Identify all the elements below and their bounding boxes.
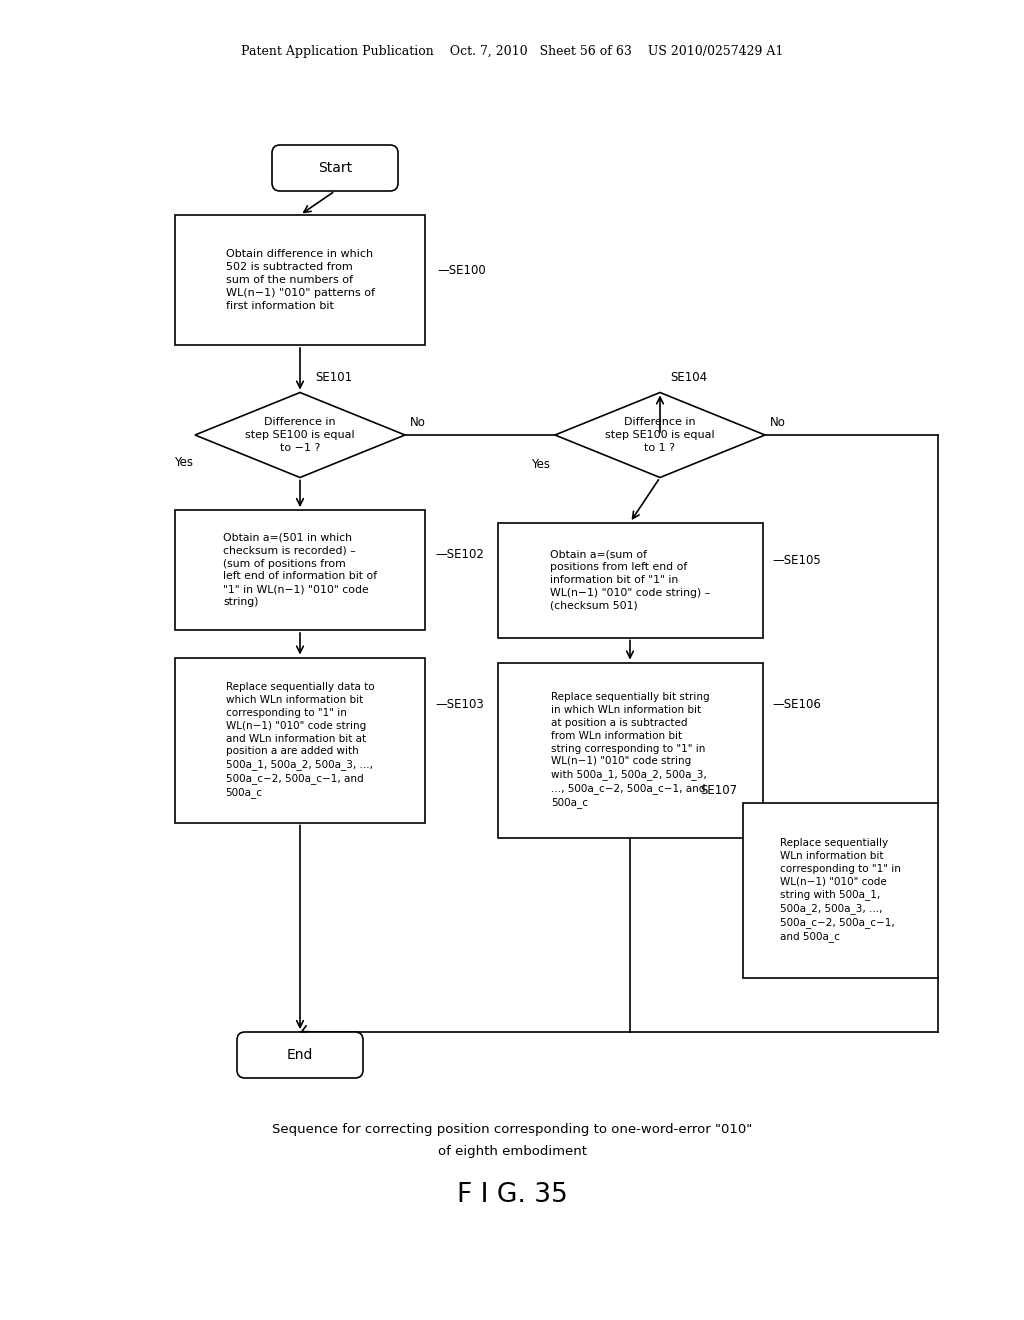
Text: Difference in
step SE100 is equal
to −1 ?: Difference in step SE100 is equal to −1 …	[245, 417, 354, 453]
Text: Obtain a=(sum of
positions from left end of
information bit of "1" in
WL(n−1) "0: Obtain a=(sum of positions from left end…	[550, 549, 710, 611]
Text: Yes: Yes	[174, 457, 193, 470]
Text: Obtain difference in which
502 is subtracted from
sum of the numbers of
WL(n−1) : Obtain difference in which 502 is subtra…	[225, 249, 375, 310]
Text: Patent Application Publication    Oct. 7, 2010   Sheet 56 of 63    US 2010/02574: Patent Application Publication Oct. 7, 2…	[241, 45, 783, 58]
Text: Yes: Yes	[531, 458, 550, 471]
Text: SE104: SE104	[670, 371, 708, 384]
Text: —SE106: —SE106	[772, 698, 821, 711]
Text: Difference in
step SE100 is equal
to 1 ?: Difference in step SE100 is equal to 1 ?	[605, 417, 715, 453]
FancyBboxPatch shape	[272, 145, 398, 191]
Text: Start: Start	[317, 161, 352, 176]
Text: Replace sequentially data to
which WLn information bit
corresponding to "1" in
W: Replace sequentially data to which WLn i…	[225, 682, 375, 797]
FancyBboxPatch shape	[175, 657, 425, 822]
Text: SE101: SE101	[315, 371, 352, 384]
FancyBboxPatch shape	[742, 803, 938, 978]
Text: No: No	[410, 417, 426, 429]
Text: of eighth embodiment: of eighth embodiment	[437, 1146, 587, 1159]
Text: Sequence for correcting position corresponding to one-word-error "010": Sequence for correcting position corresp…	[272, 1123, 752, 1137]
Text: End: End	[287, 1048, 313, 1063]
FancyBboxPatch shape	[498, 523, 763, 638]
FancyBboxPatch shape	[498, 663, 763, 837]
FancyBboxPatch shape	[237, 1032, 362, 1078]
Text: Replace sequentially bit string
in which WLn information bit
at position a is su: Replace sequentially bit string in which…	[551, 693, 710, 808]
Text: Replace sequentially
WLn information bit
corresponding to "1" in
WL(n−1) "010" c: Replace sequentially WLn information bit…	[779, 838, 900, 941]
Polygon shape	[195, 392, 406, 478]
Text: Obtain a=(501 in which
checksum is recorded) –
(sum of positions from
left end o: Obtain a=(501 in which checksum is recor…	[223, 533, 377, 607]
Text: —SE100: —SE100	[437, 264, 485, 276]
Text: No: No	[770, 417, 785, 429]
Text: —SE102: —SE102	[435, 549, 484, 561]
Text: —SE103: —SE103	[435, 698, 483, 711]
Text: F I G. 35: F I G. 35	[457, 1181, 567, 1208]
Text: —SE105: —SE105	[772, 553, 821, 566]
Polygon shape	[555, 392, 765, 478]
FancyBboxPatch shape	[175, 215, 425, 345]
FancyBboxPatch shape	[175, 510, 425, 630]
Text: SE107: SE107	[700, 784, 737, 797]
